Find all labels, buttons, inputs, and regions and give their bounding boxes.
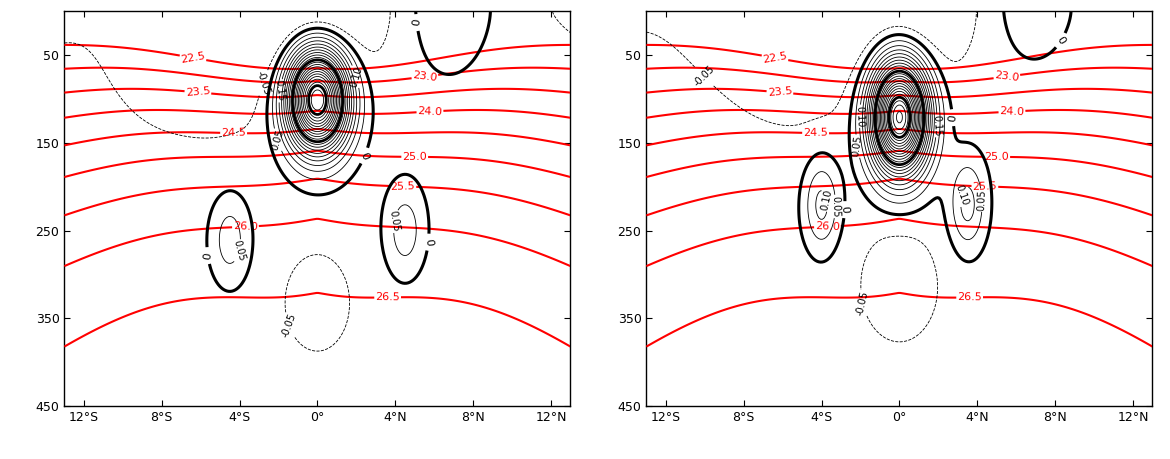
Text: 0.05: 0.05 [269,128,285,151]
Text: 0.10: 0.10 [854,105,865,127]
Text: 22.5: 22.5 [180,51,206,65]
Text: 0.05: 0.05 [977,189,987,211]
Text: 0.05: 0.05 [831,196,840,217]
Text: 26.0: 26.0 [233,221,259,232]
Text: -0.05: -0.05 [254,69,271,96]
Text: 0.05: 0.05 [232,239,247,263]
Text: -0.05: -0.05 [691,64,716,89]
Text: 23.0: 23.0 [994,70,1020,83]
Text: 25.5: 25.5 [391,181,415,192]
Text: 0: 0 [359,151,371,161]
Text: 0: 0 [948,114,958,122]
Text: 24.0: 24.0 [999,106,1025,117]
Text: 0.10: 0.10 [820,189,834,212]
Text: 0.15: 0.15 [274,79,287,102]
Text: -0.05: -0.05 [280,312,298,339]
Text: 0: 0 [422,238,434,246]
Text: 26.5: 26.5 [376,292,400,302]
Text: 0: 0 [202,252,213,260]
Text: 0: 0 [839,206,849,213]
Text: 0.05: 0.05 [851,135,863,157]
Text: 25.0: 25.0 [402,152,427,162]
Text: 0.10: 0.10 [349,65,364,88]
Text: 26.5: 26.5 [957,292,982,302]
Text: 0: 0 [412,18,422,27]
Text: 26.0: 26.0 [814,221,840,232]
Text: 22.5: 22.5 [762,51,789,65]
Text: 0.10: 0.10 [954,184,970,207]
Text: -0.05: -0.05 [855,290,870,316]
Text: 25.5: 25.5 [972,181,997,192]
Text: 0: 0 [1055,35,1067,46]
Text: 23.5: 23.5 [768,86,793,98]
Text: 24.5: 24.5 [221,128,246,138]
Text: 0.15: 0.15 [931,115,942,137]
Text: 24.0: 24.0 [418,106,442,117]
Text: 23.5: 23.5 [185,86,211,98]
Text: 23.0: 23.0 [412,70,438,83]
Text: 0.05: 0.05 [387,210,401,233]
Text: 25.0: 25.0 [984,152,1010,162]
Text: 24.5: 24.5 [803,128,828,138]
